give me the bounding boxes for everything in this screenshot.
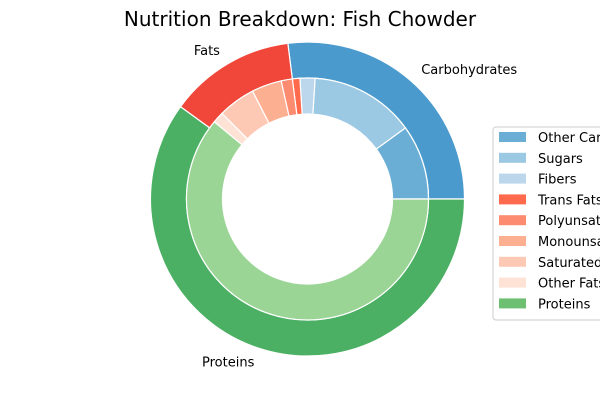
legend-swatch-saturated-fats bbox=[499, 256, 526, 267]
legend-swatch-other-fats bbox=[499, 277, 526, 288]
legend-swatch-fibers bbox=[499, 173, 526, 184]
legend-label-other-carbohydrates: Other Carbohydrates bbox=[538, 131, 600, 146]
outer-ring bbox=[149, 41, 466, 357]
legend-swatch-trans-fats bbox=[499, 194, 526, 205]
slice-label-fats: Fats bbox=[194, 44, 220, 59]
legend-label-trans-fats: Trans Fats bbox=[537, 193, 600, 208]
legend-label-other-fats: Other Fats bbox=[538, 277, 600, 292]
legend-swatch-sugars bbox=[499, 152, 526, 163]
legend-label-fibers: Fibers bbox=[538, 173, 577, 188]
legend-swatch-other-carbohydrates bbox=[499, 132, 526, 142]
legend-label-monounsaturated-fats: Monounsaturated Fats bbox=[538, 235, 600, 250]
legend: Other Carbohydrates Sugars Fibers Trans Fat… bbox=[492, 126, 600, 321]
legend-label-polyunsaturated-fats: Polyunsaturated Fats bbox=[538, 214, 600, 229]
outer-labels: Carbohydrates Fats Proteins bbox=[194, 44, 518, 371]
slice-label-proteins: Proteins bbox=[202, 356, 255, 371]
legend-label-proteins: Proteins bbox=[538, 297, 591, 312]
inner-slice-proteins bbox=[185, 121, 430, 321]
legend-swatch-polyunsaturated-fats bbox=[499, 215, 526, 226]
legend-label-sugars: Sugars bbox=[538, 152, 583, 167]
legend-swatch-proteins bbox=[499, 298, 526, 309]
slice-label-carbohydrates: Carbohydrates bbox=[421, 63, 517, 78]
inner-ring bbox=[185, 77, 430, 321]
chart-title: Nutrition Breakdown: Fish Chowder bbox=[124, 7, 477, 31]
legend-swatch-monounsaturated-fats bbox=[499, 236, 526, 246]
legend-label-saturated-fats: Saturated Fats bbox=[538, 256, 600, 271]
